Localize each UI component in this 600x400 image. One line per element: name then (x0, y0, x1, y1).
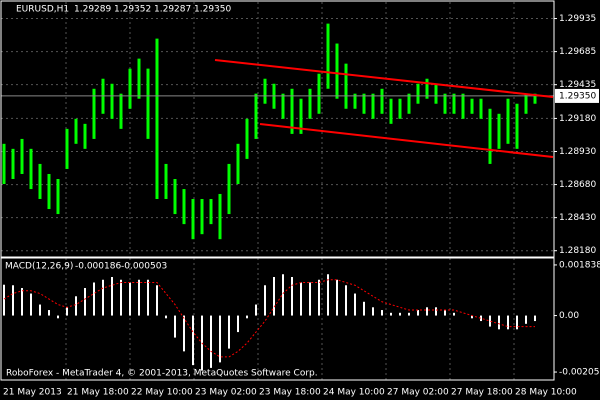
last-open: 1.29289 (74, 5, 111, 15)
y-tick-label: 1.28180 (559, 246, 596, 256)
macd-signal-value: -0.000503 (121, 262, 167, 272)
y-tick-label: 1.29435 (559, 80, 596, 90)
x-tick-label: 21 May 18:00 (67, 388, 129, 398)
x-tick-label: 23 May 02:00 (195, 388, 257, 398)
x-tick-label: 27 May 02:00 (387, 388, 449, 398)
x-tick-label: 24 May 10:00 (323, 388, 385, 398)
last-high: 1.29352 (114, 5, 151, 15)
last-close: 1.29350 (194, 5, 231, 15)
y-tick-label: 1.28680 (559, 180, 596, 190)
macd-name: MACD(12,26,9) (5, 262, 73, 272)
main-frame (0, 0, 555, 258)
trend-line (214, 59, 554, 98)
last-price-label: 1.29350 (559, 91, 596, 101)
signal-line (3, 279, 535, 358)
marks-layer (1, 23, 554, 371)
trend-line (259, 123, 554, 158)
y-tick-label: -0.002051 (559, 368, 600, 378)
y-tick-label: 1.29935 (559, 14, 596, 24)
y-tick-label: 1.28430 (559, 213, 596, 223)
y-tick-label: 0.001838 (559, 260, 600, 270)
y-tick-label: 0.00 (559, 311, 579, 321)
x-tick-label: 28 May 10:00 (515, 388, 577, 398)
x-tick-label: 27 May 18:00 (451, 388, 513, 398)
x-tick-label: 22 May 10:00 (131, 388, 193, 398)
y-tick-label: 1.29685 (559, 47, 596, 57)
last-low: 1.29287 (154, 5, 191, 15)
footer: RoboForex - MetaTrader 4, © 2001-2013, M… (6, 369, 318, 379)
x-tick-label: 23 May 18:00 (259, 388, 321, 398)
y-tick-label: 1.28930 (559, 147, 596, 157)
macd-frame (0, 257, 555, 381)
last-price-box (555, 88, 599, 103)
symbol: EURUSD,H1 (16, 5, 69, 15)
x-tick-label: 21 May 2013 (3, 388, 62, 398)
y-tick-label: 1.29180 (559, 114, 596, 124)
macd-value: -0.000186 (75, 262, 121, 272)
